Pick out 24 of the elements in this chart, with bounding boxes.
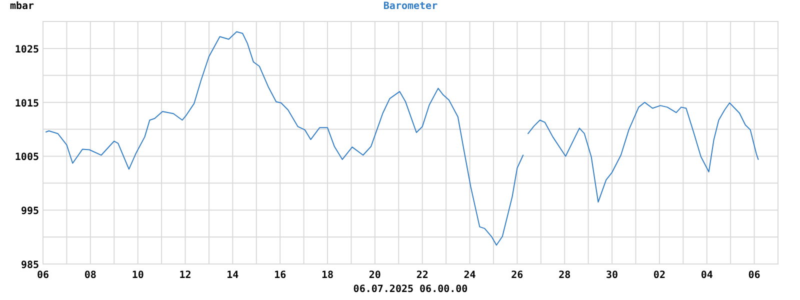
x-tick-label: 06 bbox=[748, 270, 760, 281]
y-tick-label: 985 bbox=[20, 260, 39, 271]
x-axis-title: 06.07.2025 06.00.00 bbox=[353, 284, 468, 295]
x-tick-label: 30 bbox=[606, 270, 618, 281]
x-tick-label: 24 bbox=[464, 270, 476, 281]
x-tick-label: 08 bbox=[84, 270, 96, 281]
y-tick-label: 1005 bbox=[14, 152, 39, 164]
x-tick-label: 06 bbox=[36, 270, 50, 281]
x-tick-label: 12 bbox=[179, 270, 192, 281]
x-tick-label: 16 bbox=[274, 270, 286, 281]
y-axis-title: mbar bbox=[10, 1, 34, 12]
y-tick-label: 1025 bbox=[14, 44, 39, 56]
x-tick-label: 18 bbox=[321, 270, 334, 281]
chart-title: Barometer bbox=[383, 1, 438, 12]
x-tick-label: 22 bbox=[416, 270, 428, 281]
x-tick-label: 10 bbox=[132, 270, 144, 281]
y-tick-label: 1015 bbox=[14, 98, 39, 110]
x-tick-label: 02 bbox=[653, 270, 666, 281]
x-tick-label: 20 bbox=[368, 270, 381, 281]
x-tick-label: 28 bbox=[558, 270, 571, 281]
x-tick-label: 04 bbox=[700, 270, 713, 281]
y-tick-label: 995 bbox=[20, 206, 39, 218]
x-tick-label: 26 bbox=[511, 270, 524, 281]
x-tick-label: 14 bbox=[226, 270, 239, 281]
